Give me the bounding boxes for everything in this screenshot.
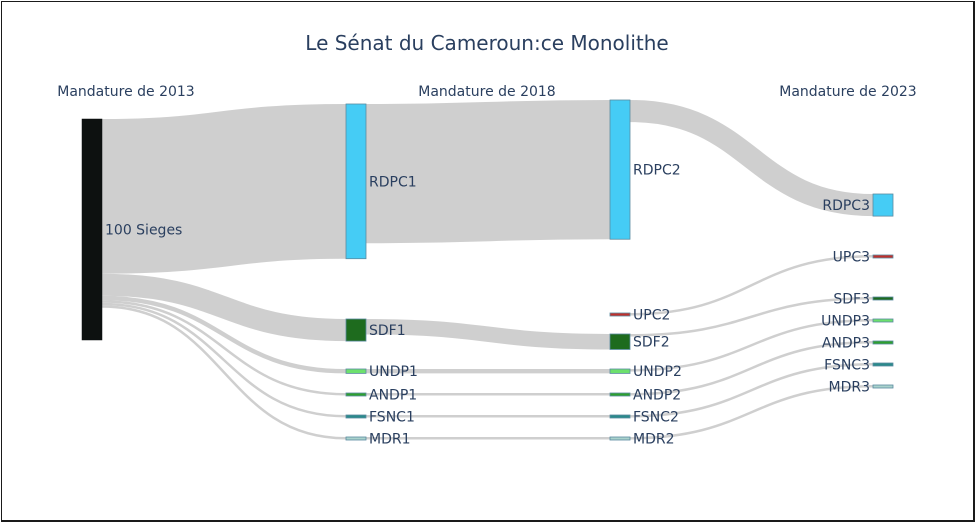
node-label-rdpc2: RDPC2	[633, 163, 681, 179]
node-sdf1[interactable]	[345, 318, 367, 342]
node-label-fsnc2: FSNC2	[633, 410, 679, 426]
column-header-2018: Mandature de 2018	[418, 84, 555, 100]
node-label-undp3: UNDP3	[821, 314, 870, 330]
chart-title: Le Sénat du Cameroun:ce Monolithe	[305, 31, 668, 55]
link-rdpc2-rdpc3[interactable]	[629, 100, 874, 217]
node-fsnc1[interactable]	[345, 414, 367, 419]
node-label-sdf3: SDF3	[833, 292, 870, 308]
node-fsnc3[interactable]	[872, 362, 894, 367]
node-upc3[interactable]	[872, 254, 894, 259]
node-mdr1[interactable]	[345, 436, 367, 441]
link-upc2-upc3[interactable]	[629, 255, 874, 316]
node-mdr3[interactable]	[872, 384, 894, 389]
node-label-fsnc1: FSNC1	[369, 410, 415, 426]
node-upc2[interactable]	[609, 312, 631, 317]
sankey-links	[101, 100, 874, 440]
node-label-undp1: UNDP1	[369, 364, 418, 380]
link-sdf1-sdf2[interactable]	[365, 319, 611, 350]
node-undp2[interactable]	[609, 368, 631, 374]
link-andp2-andp3[interactable]	[629, 341, 874, 396]
node-label-mdr1: MDR1	[369, 432, 411, 448]
column-header-2023: Mandature de 2023	[779, 84, 916, 100]
node-undp1[interactable]	[345, 368, 367, 374]
node-andp2[interactable]	[609, 392, 631, 397]
node-rdpc1[interactable]	[345, 103, 367, 260]
node-label-undp2: UNDP2	[633, 364, 682, 380]
link-s-mdr1[interactable]	[101, 305, 347, 440]
column-header-2013: Mandature de 2013	[57, 84, 194, 100]
link-rdpc1-rdpc2[interactable]	[365, 100, 611, 244]
link-fsnc2-fsnc3[interactable]	[629, 363, 874, 418]
link-undp2-undp3[interactable]	[629, 319, 874, 372]
node-s[interactable]	[81, 118, 103, 341]
node-label-s: 100 Sieges	[105, 223, 182, 239]
node-label-andp3: ANDP3	[822, 336, 870, 352]
node-sdf2[interactable]	[609, 333, 631, 350]
node-andp1[interactable]	[345, 392, 367, 397]
node-rdpc3[interactable]	[872, 193, 894, 217]
node-mdr2[interactable]	[609, 436, 631, 441]
node-rdpc2[interactable]	[609, 99, 631, 240]
node-label-andp2: ANDP2	[633, 388, 681, 404]
node-label-upc3: UPC3	[833, 250, 870, 266]
node-label-mdr2: MDR2	[633, 432, 675, 448]
link-mdr2-mdr3[interactable]	[629, 385, 874, 440]
node-label-fsnc3: FSNC3	[824, 358, 870, 374]
sankey-nodes	[81, 99, 894, 441]
link-s-fsnc1[interactable]	[101, 302, 347, 418]
node-label-rdpc1: RDPC1	[369, 174, 417, 190]
link-s-andp1[interactable]	[101, 300, 347, 396]
node-sdf3[interactable]	[872, 296, 894, 301]
node-label-mdr3: MDR3	[829, 380, 871, 396]
link-s-sdf1[interactable]	[101, 273, 347, 342]
node-label-andp1: ANDP1	[369, 388, 417, 404]
node-label-upc2: UPC2	[633, 308, 670, 324]
node-andp3[interactable]	[872, 340, 894, 345]
link-sdf2-sdf3[interactable]	[629, 297, 874, 337]
sankey-labels: 100 Sieges RDPC1 SDF1 UNDP1 ANDP1 FSNC1 MDR1 RD…	[105, 163, 870, 448]
link-s-undp1[interactable]	[101, 295, 347, 374]
node-undp3[interactable]	[872, 318, 894, 323]
node-label-rdpc3: RDPC3	[822, 198, 870, 214]
link-s-rdpc1[interactable]	[101, 104, 347, 274]
node-label-sdf2: SDF2	[633, 335, 670, 351]
node-fsnc2[interactable]	[609, 414, 631, 419]
node-label-sdf1: SDF1	[369, 323, 406, 339]
